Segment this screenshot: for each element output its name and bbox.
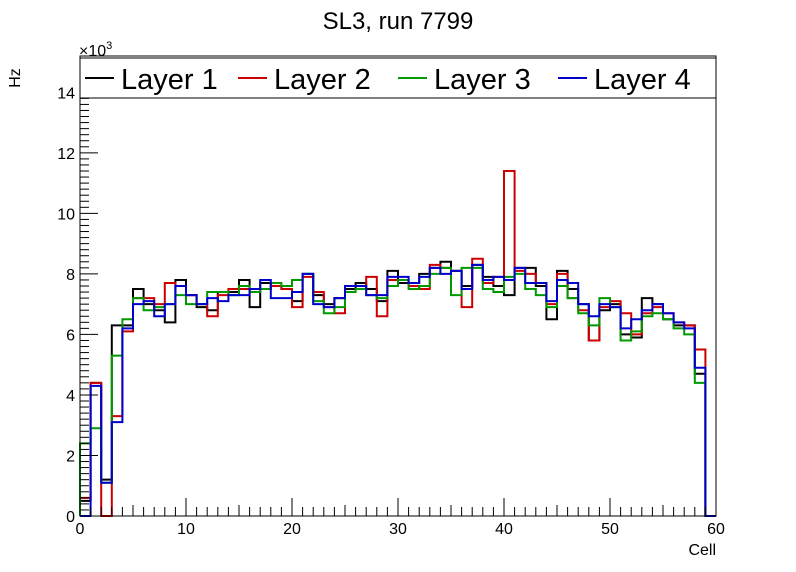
y-exponent-base: ×10 <box>79 43 106 60</box>
x-tick-label: 10 <box>177 521 195 538</box>
y-tick-label: 10 <box>57 206 75 223</box>
series-group <box>79 170 716 517</box>
series-line-layer-1 <box>79 260 716 517</box>
legend-label-layer-4: Layer 4 <box>594 64 691 96</box>
x-tick-label: 20 <box>283 521 301 538</box>
y-tick-label: 6 <box>66 327 75 344</box>
series-line-layer-3 <box>79 266 716 517</box>
y-exponent-label: ×103 <box>79 40 112 60</box>
x-axis-label: Cell <box>688 542 716 559</box>
y-tick-label: 2 <box>66 448 75 465</box>
x-tick-label: 0 <box>76 521 85 538</box>
y-tick-label: 0 <box>66 509 75 526</box>
axes-group: 0 10 20 30 40 50 60 0 2 4 6 8 10 12 14 <box>57 55 725 538</box>
legend-label-layer-3: Layer 3 <box>434 64 531 96</box>
series-line-layer-4 <box>80 263 716 517</box>
x-tick-label: 30 <box>389 521 407 538</box>
x-tick-label: 50 <box>601 521 619 538</box>
y-axis-label: Hz <box>7 68 24 88</box>
y-exponent-power: 3 <box>106 40 112 52</box>
y-tick-label: 14 <box>57 85 75 102</box>
chart-title: SL3, run 7799 <box>323 8 474 35</box>
legend-label-layer-2: Layer 2 <box>274 64 371 96</box>
x-tick-label: 60 <box>707 521 725 538</box>
y-tick-label: 8 <box>66 267 75 284</box>
x-tick-label: 40 <box>495 521 513 538</box>
legend: Layer 1 Layer 2 Layer 3 Layer 4 <box>79 57 717 99</box>
y-tick-label: 4 <box>66 388 75 405</box>
y-tick-label: 12 <box>57 146 75 163</box>
legend-label-layer-1: Layer 1 <box>121 64 218 96</box>
